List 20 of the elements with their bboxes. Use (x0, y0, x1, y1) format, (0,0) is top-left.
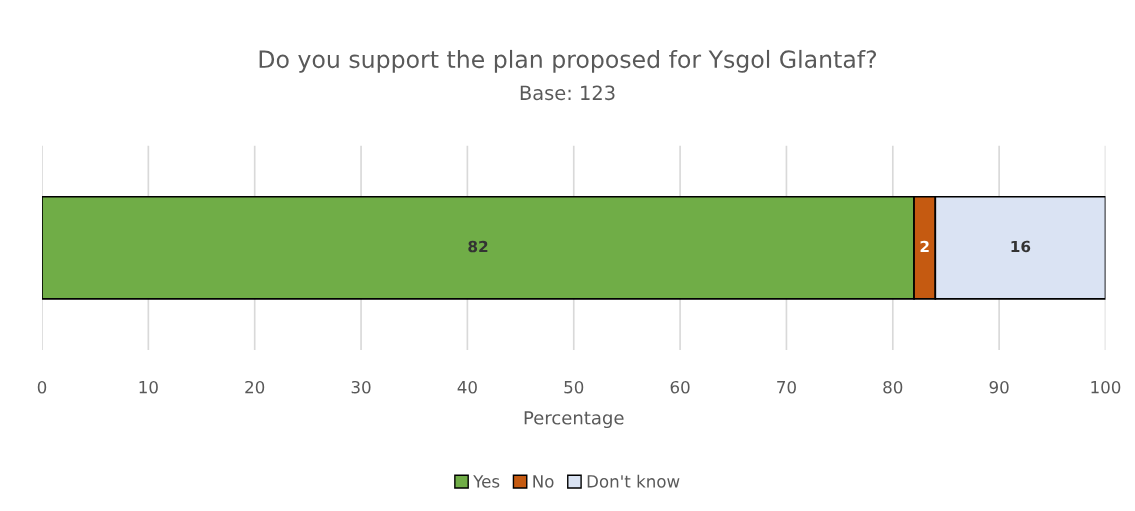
chart-title: Do you support the plan proposed for Ysgol Glantaf? (259, 49, 877, 73)
x-tick-label: 20 (245, 380, 265, 394)
legend-label: No (533, 475, 554, 488)
data-label: 82 (468, 240, 488, 253)
x-axis-title: Percentage (524, 411, 624, 429)
x-tick-label: 70 (777, 380, 796, 394)
x-tick-label: 10 (139, 380, 158, 394)
x-tick-label: 80 (883, 380, 903, 394)
x-tick-label: 30 (351, 380, 371, 394)
x-tick-label: 40 (457, 380, 477, 394)
legend-label: Don't know (587, 474, 680, 488)
x-tick-label: 100 (1091, 380, 1121, 394)
data-label: 16 (1011, 240, 1031, 253)
data-label: 2 (920, 240, 929, 253)
x-tick-label: 50 (564, 380, 584, 394)
x-tick-label: 90 (989, 380, 1009, 394)
chart-subtitle: Base: 123 (520, 85, 615, 101)
legend-label: Yes (473, 475, 500, 488)
x-tick-label: 60 (670, 380, 690, 394)
x-tick-label: 0 (37, 380, 47, 394)
